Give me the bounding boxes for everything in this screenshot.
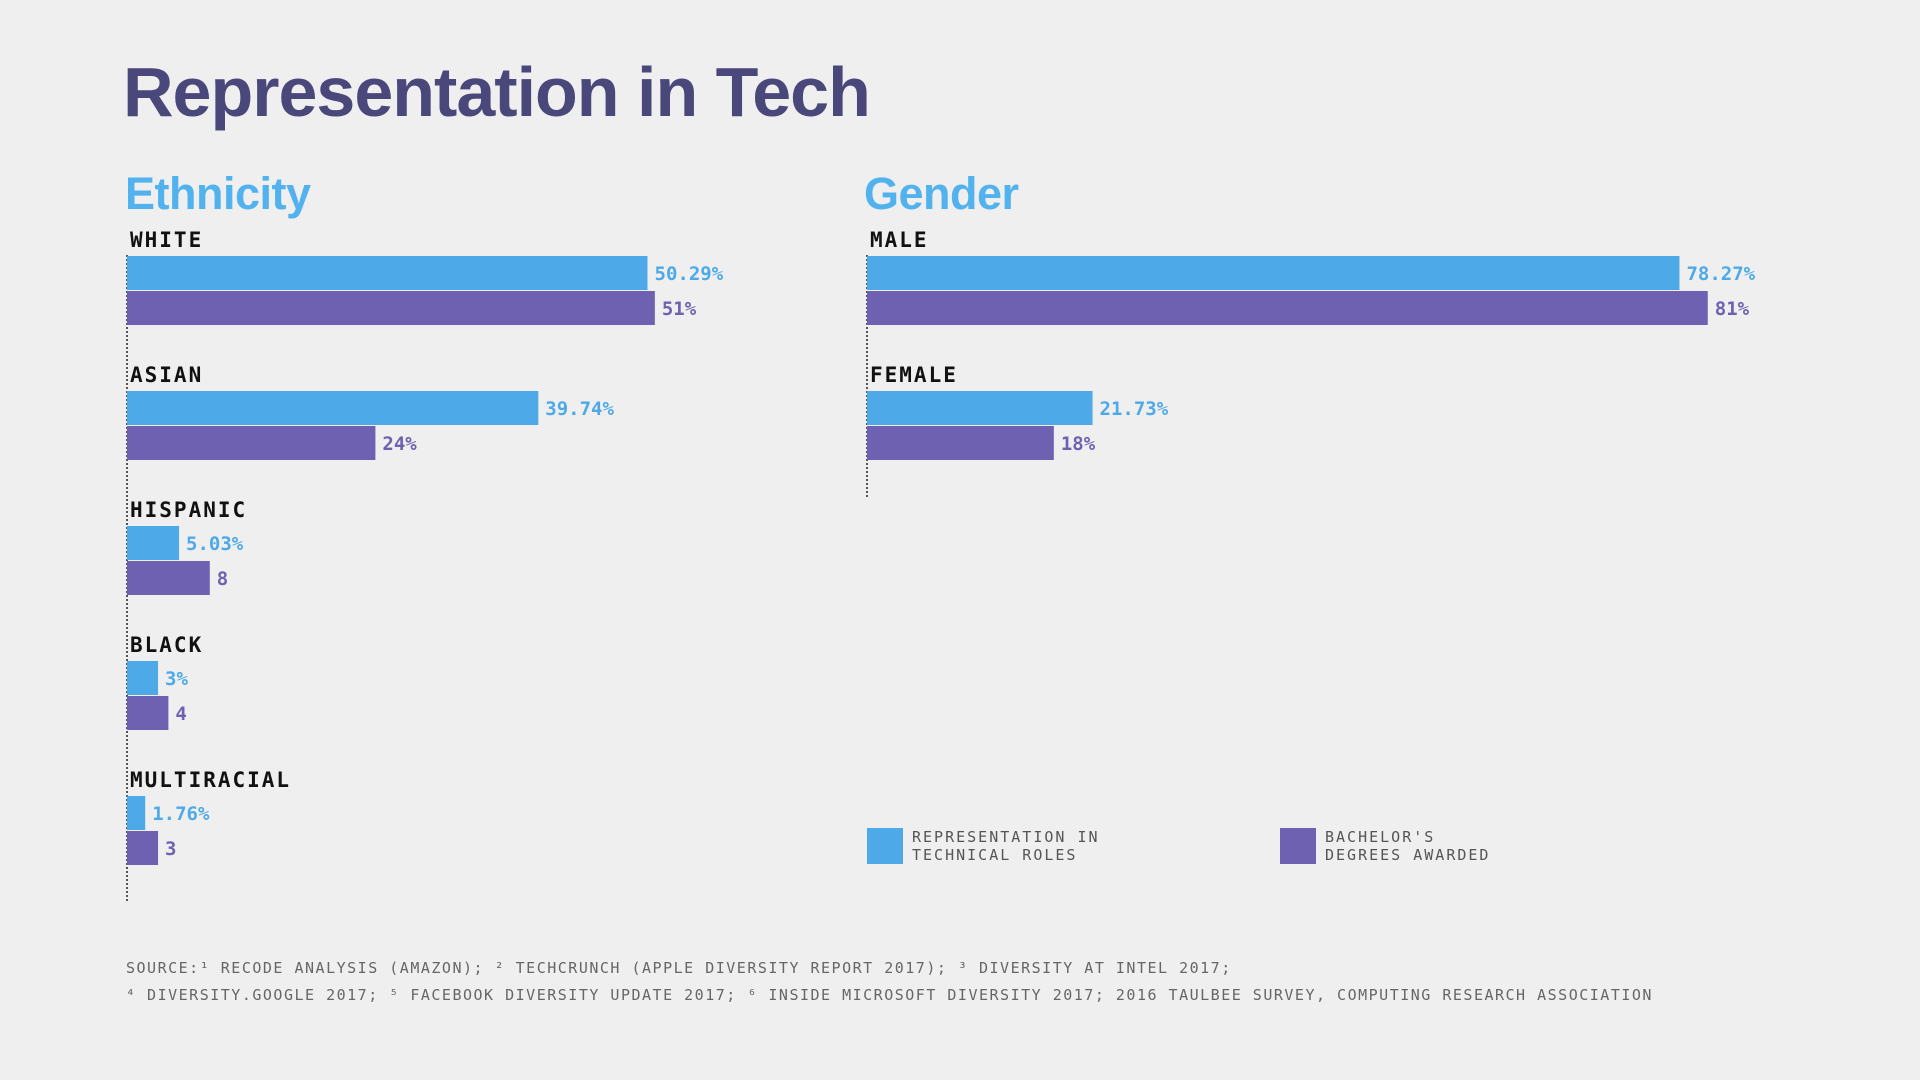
ethnicity-category-label: ASIAN <box>130 363 203 387</box>
ethnicity-value-label: 4 <box>175 703 186 725</box>
gender-title: Gender <box>864 168 1019 219</box>
ethnicity-category-label: WHITE <box>130 228 203 252</box>
page-title: Representation in Tech <box>123 53 871 131</box>
ethnicity-bar <box>127 661 159 695</box>
ethnicity-category-label: MULTIRACIAL <box>130 768 291 792</box>
ethnicity-value-label: 24% <box>382 433 417 455</box>
ethnicity-bar <box>127 526 180 560</box>
gender-value-label: 78.27% <box>1686 263 1755 285</box>
gender-bar <box>867 256 1680 290</box>
ethnicity-bar <box>127 696 169 730</box>
legend-item-degrees: BACHELOR'S DEGREES AWARDED <box>1280 828 1490 864</box>
ethnicity-value-label: 5.03% <box>186 533 244 555</box>
gender-bar <box>867 291 1708 325</box>
ethnicity-title: Ethnicity <box>125 168 311 219</box>
gender-value-label: 21.73% <box>1100 398 1169 420</box>
gender-category-label: MALE <box>870 228 929 252</box>
gender-category-label: FEMALE <box>870 363 958 387</box>
ethnicity-value-label: 8 <box>217 568 228 590</box>
ethnicity-bar <box>127 831 159 865</box>
source-line-2: ⁴ DIVERSITY.GOOGLE 2017; ⁵ FACEBOOK DIVE… <box>126 986 1653 1004</box>
ethnicity-value-label: 1.76% <box>152 803 210 825</box>
source-note: SOURCE:¹ RECODE ANALYSIS (AMAZON); ² TEC… <box>126 955 1653 1009</box>
gender-bar <box>867 426 1054 460</box>
legend-label-representation: REPRESENTATION IN TECHNICAL ROLES <box>912 828 1100 864</box>
gender-value-label: 18% <box>1061 433 1096 455</box>
gender-bar <box>867 391 1093 425</box>
legend-item-representation: REPRESENTATION IN TECHNICAL ROLES <box>867 828 1100 864</box>
ethnicity-category-label: HISPANIC <box>130 498 247 522</box>
ethnicity-value-label: 51% <box>662 298 697 320</box>
ethnicity-bar <box>127 291 655 325</box>
ethnicity-bar <box>127 391 539 425</box>
ethnicity-category-label: BLACK <box>130 633 203 657</box>
ethnicity-value-label: 50.29% <box>655 263 724 285</box>
source-line-1: SOURCE:¹ RECODE ANALYSIS (AMAZON); ² TEC… <box>126 959 1232 977</box>
ethnicity-bar <box>127 796 146 830</box>
ethnicity-bar <box>127 426 376 460</box>
ethnicity-value-label: 3% <box>165 668 188 690</box>
legend-swatch-degrees <box>1280 828 1316 864</box>
ethnicity-bar <box>127 561 210 595</box>
legend-swatch-representation <box>867 828 903 864</box>
ethnicity-bar <box>127 256 648 290</box>
legend-label-degrees: BACHELOR'S DEGREES AWARDED <box>1325 828 1491 864</box>
gender-value-label: 81% <box>1715 298 1750 320</box>
ethnicity-value-label: 3 <box>165 838 176 860</box>
ethnicity-value-label: 39.74% <box>545 398 614 420</box>
